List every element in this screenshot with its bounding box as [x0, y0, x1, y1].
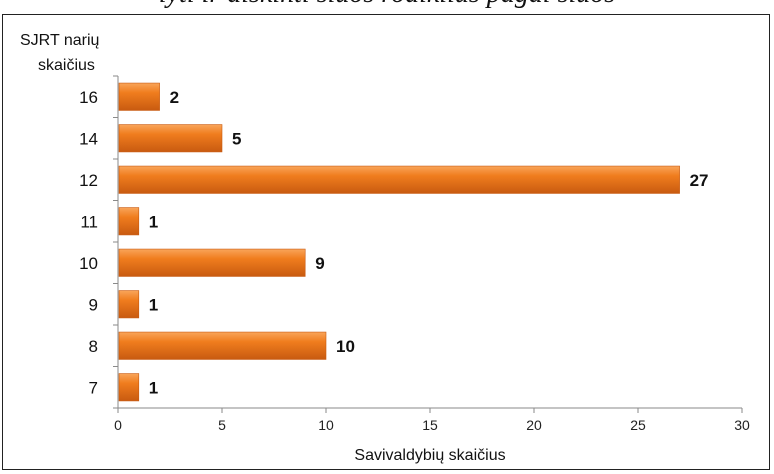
x-tick-label: 5 [218, 417, 226, 433]
y-tick-label: 9 [89, 295, 98, 314]
data-label: 10 [336, 337, 355, 356]
bar [118, 248, 306, 277]
bar [118, 207, 140, 236]
data-label: 1 [149, 378, 158, 397]
data-label: 1 [149, 212, 158, 231]
y-tick-label: 12 [79, 171, 98, 190]
data-label: 27 [690, 171, 709, 190]
data-label: 1 [149, 295, 158, 314]
y-tick-label: 11 [80, 212, 98, 231]
data-label: 5 [232, 129, 241, 148]
clipped-heading-text: lyti ir aiškinti šiuos rodiklius pagal š… [0, 0, 774, 10]
y-axis-label-line2: skaičius [38, 57, 95, 74]
bar [118, 165, 680, 194]
y-tick-label: 7 [89, 378, 98, 397]
bar [118, 124, 223, 153]
y-axis-label-line1: SJRT narių [20, 32, 100, 49]
bar [118, 290, 140, 319]
x-tick-label: 10 [318, 417, 334, 433]
x-axis-label: Savivaldybių skaičius [354, 447, 505, 464]
y-tick-label: 10 [79, 254, 98, 273]
x-tick-label: 30 [734, 417, 750, 433]
x-tick-label: 25 [630, 417, 646, 433]
data-label: 9 [315, 254, 324, 273]
bar [118, 82, 160, 111]
bar [118, 373, 140, 402]
y-tick-label: 16 [79, 88, 98, 107]
data-label: 2 [170, 88, 179, 107]
y-tick-label: 14 [79, 129, 98, 148]
x-tick-label: 15 [422, 417, 438, 433]
bars [118, 82, 680, 402]
bar [118, 331, 327, 360]
x-tick-label: 0 [114, 417, 122, 433]
y-tick-label: 8 [89, 337, 98, 356]
x-tick-label: 20 [526, 417, 542, 433]
